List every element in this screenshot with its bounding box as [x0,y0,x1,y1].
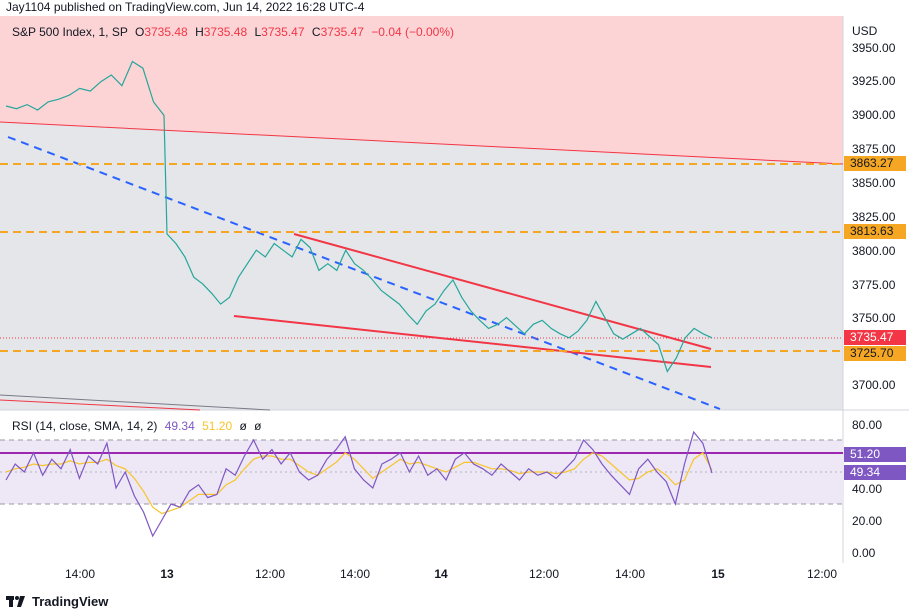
dashed-downtrend [7,136,721,410]
last-price-tag: 3735.47 [844,330,906,345]
price-tick: 3825.00 [852,210,896,224]
rsi-value: 49.34 [164,419,195,433]
published-header: Jay1104 published on TradingView.com, Ju… [6,0,365,14]
close-value: 3735.47 [320,25,364,39]
resistance-zone [0,16,843,165]
price-tick: 3750.00 [852,311,896,325]
low-value: 3735.47 [261,25,305,39]
time-tick: 14:00 [614,567,646,581]
price-tick: 3950.00 [852,41,896,55]
high-value: 3735.48 [203,25,248,39]
wedge-lower [233,315,712,368]
time-tick: 12:00 [528,567,560,581]
rsi-value-tag: 49.34 [844,465,906,480]
price-tick: 3925.00 [852,74,896,88]
rsi-series-line [5,430,713,538]
resistance-trendline [0,121,844,165]
low-label: L [254,25,262,39]
price-series-line [5,60,713,373]
time-tick: 15 [711,567,725,581]
rsi-title: RSI (14, close, SMA, 14, 2) [12,419,158,433]
rsi-extra-1: ø [239,419,247,433]
time-tick: 14 [434,567,448,581]
currency-label: USD [852,24,878,38]
pane-corner-line-1 [0,394,271,411]
tradingview-logo-icon [6,596,25,607]
open-value: 3735.48 [144,25,188,39]
price-tick: 3850.00 [852,176,896,190]
price-tick: 3800.00 [852,244,896,258]
time-tick: 14:00 [339,567,371,581]
rsi-tick: 0.00 [852,546,876,560]
change-value: −0.04 (−0.00%) [371,25,455,39]
open-label: O [134,25,145,39]
rsi-sma-value: 51.20 [202,419,233,433]
pane-corner-line-2 [0,399,201,411]
price-tick: 3775.00 [852,278,896,292]
time-tick: 14:00 [64,567,96,581]
price-tag-3863: 3863.27 [844,156,906,171]
price-tag-3725: 3725.70 [844,346,906,361]
rsi-legend[interactable]: RSI (14, close, SMA, 14, 2) 49.34 51.20 … [12,419,262,433]
footer-brand: TradingView [32,594,109,609]
rsi-extra-2: ø [254,419,262,433]
close-label: C [311,25,321,39]
high-label: H [195,25,204,39]
time-tick: 12:00 [806,567,838,581]
rsi-sma-tag: 51.20 [844,447,906,462]
price-tick: 3900.00 [852,108,896,122]
symbol-name: S&P 500 Index, 1, SP [12,25,128,39]
rsi-tick: 80.00 [852,418,883,432]
price-tag-3813: 3813.63 [844,224,906,239]
price-tick: 3700.00 [852,378,896,392]
rsi-tick: 20.00 [852,514,883,528]
tradingview-footer[interactable]: TradingView [6,594,108,609]
time-tick: 13 [160,567,174,581]
rsi-tick: 40.00 [852,482,883,496]
price-tick: 3875.00 [852,142,896,156]
time-tick: 12:00 [254,567,286,581]
symbol-legend[interactable]: S&P 500 Index, 1, SP O3735.48 H3735.48 L… [12,25,454,39]
rsi-sma-line [5,451,713,515]
